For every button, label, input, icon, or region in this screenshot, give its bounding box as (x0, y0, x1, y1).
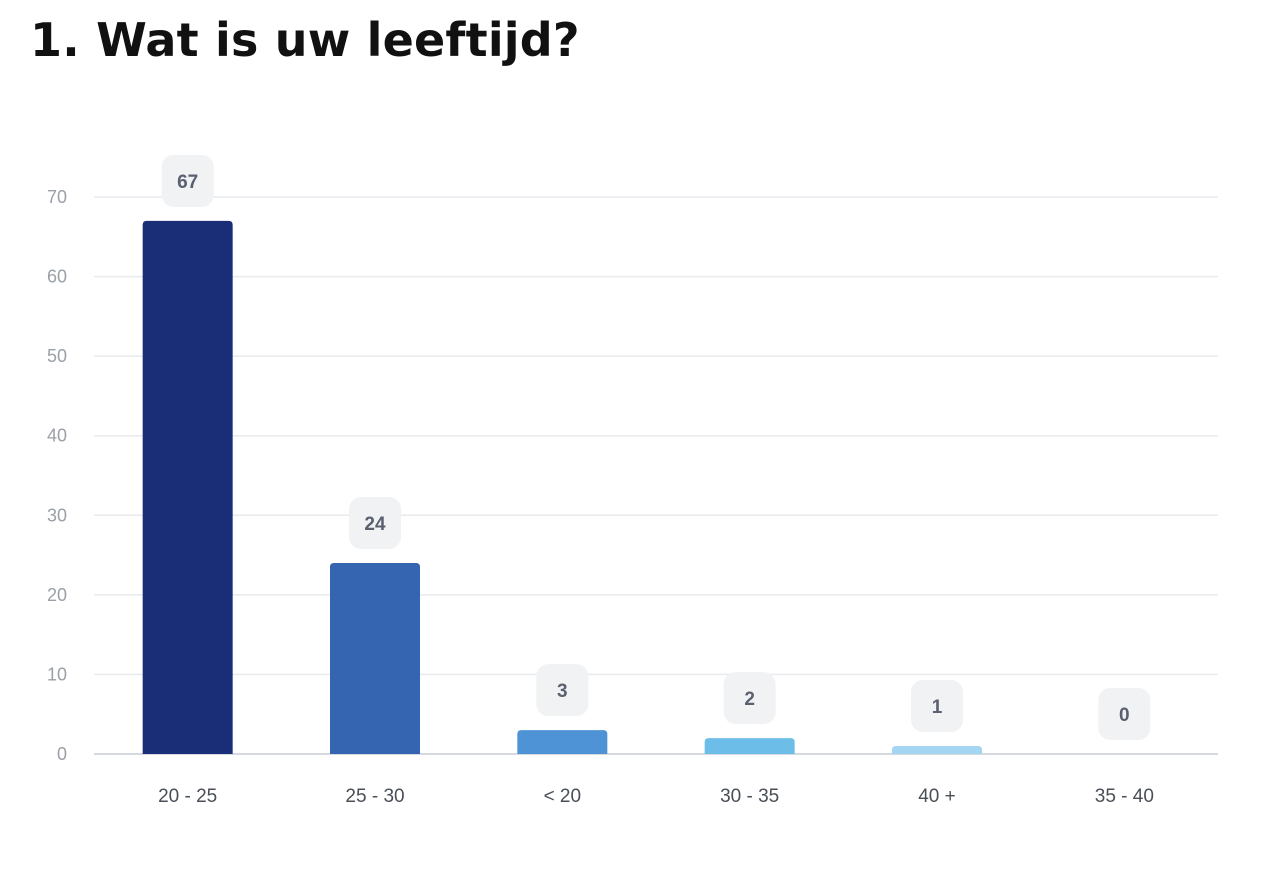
y-tick-label: 10 (47, 664, 67, 684)
data-label: 2 (723, 672, 776, 725)
x-category-label: 20 - 25 (158, 786, 217, 807)
bar[interactable] (330, 563, 420, 754)
y-tick-label: 60 (47, 267, 67, 287)
data-label-badge (349, 497, 401, 550)
data-labels: 67 24 3 2 1 0 (161, 154, 1151, 740)
x-category-label: 40 + (918, 786, 956, 807)
bars (142, 220, 982, 754)
y-tick-label: 70 (47, 187, 67, 207)
data-label-badge (911, 680, 963, 733)
x-category-label: 35 - 40 (1095, 786, 1154, 807)
data-label-badge (161, 154, 214, 207)
data-label-text: 2 (744, 689, 755, 710)
data-label-badge (723, 672, 776, 725)
bar[interactable] (142, 220, 233, 754)
data-label-text: 67 (177, 172, 198, 193)
bar[interactable] (704, 738, 795, 754)
y-tick-label: 30 (47, 505, 67, 525)
y-tick-label: 40 (47, 426, 67, 446)
y-tick-label: 0 (57, 744, 67, 764)
data-label-text: 0 (1119, 705, 1130, 726)
data-label: 0 (1098, 688, 1151, 740)
gridlines (94, 196, 1218, 755)
data-label-badge (1098, 688, 1151, 740)
y-axis-ticks: 0 10 20 30 40 50 60 70 (47, 187, 67, 764)
y-tick-label: 50 (47, 346, 67, 366)
x-category-label: 25 - 30 (345, 786, 404, 807)
x-category-label: 30 - 35 (720, 786, 779, 807)
bar[interactable] (517, 730, 608, 754)
chart-title: 1. Wat is uw leeftijd? (30, 13, 580, 67)
x-category-label: < 20 (544, 786, 582, 807)
data-label-text: 24 (364, 514, 386, 535)
data-label: 1 (911, 680, 963, 733)
data-label-badge (536, 664, 589, 717)
data-label: 3 (536, 664, 589, 717)
x-axis-categories: 20 - 25 25 - 30 < 20 30 - 35 40 + 35 - 40 (158, 786, 1154, 807)
y-tick-label: 20 (47, 585, 67, 605)
data-label: 24 (349, 497, 401, 550)
data-label-text: 1 (932, 697, 943, 718)
bar[interactable] (892, 746, 982, 754)
data-label-text: 3 (557, 681, 568, 702)
data-label: 67 (161, 154, 214, 207)
